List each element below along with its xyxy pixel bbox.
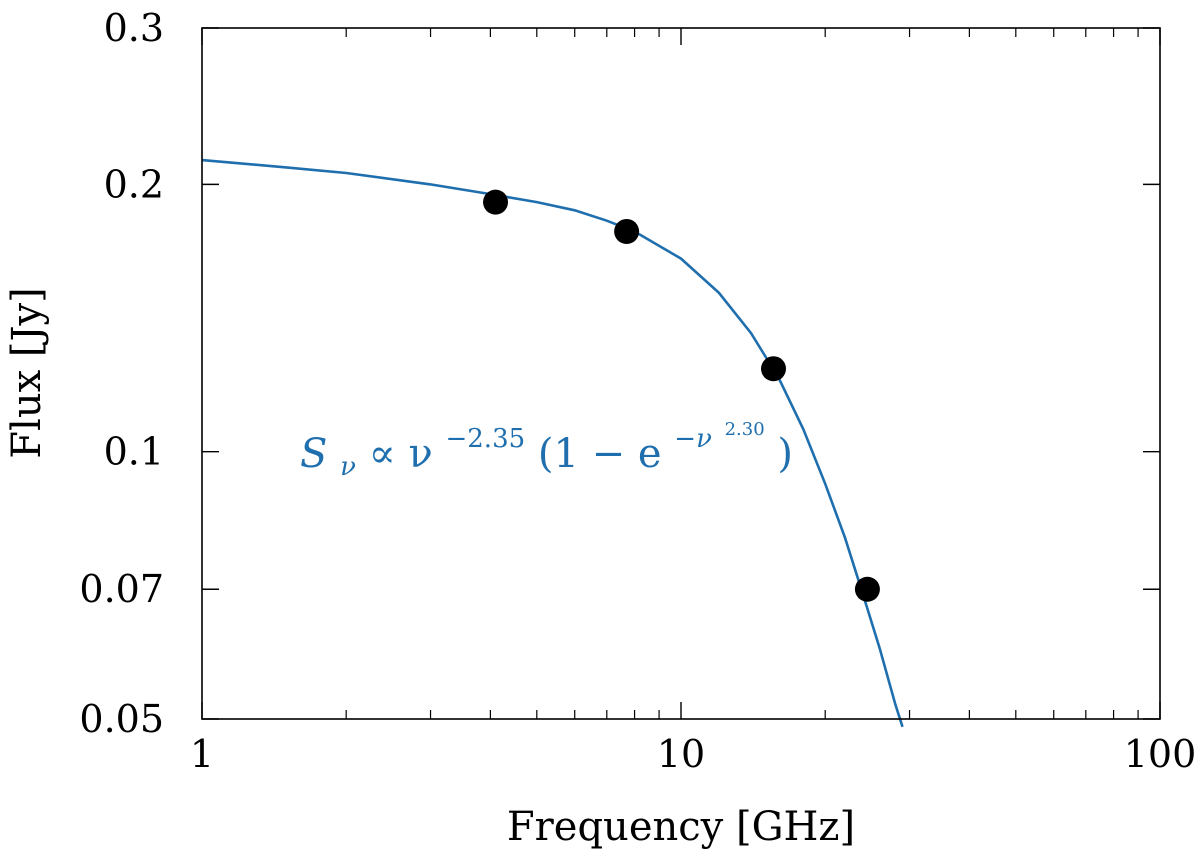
data-point [483, 189, 509, 215]
y-tick-label: 0.1 [104, 430, 164, 474]
data-points-layer [483, 189, 880, 602]
annotation-paren-close: ) [777, 431, 793, 477]
y-tick-label: 0.05 [79, 697, 164, 741]
y-tick-label: 0.07 [79, 567, 164, 611]
annotation-sup1: −2.35 [445, 424, 525, 454]
y-tick-label: 0.2 [104, 162, 164, 206]
plot-frame [201, 27, 1161, 720]
axis-ticks [201, 27, 1161, 720]
annotation-sup3: 2.30 [725, 419, 765, 440]
annotation-mid: ∝ ν [369, 431, 433, 477]
tick-labels: 1 10 100 0.05 0.07 0.1 0.2 0.3 [79, 6, 1196, 776]
annotation-sup2: −ν [674, 424, 712, 454]
fit-annotation: S ν ∝ ν −2.35 (1 − e −ν 2.30 ) [300, 399, 793, 485]
x-axis-title: Frequency [GHz] [507, 804, 855, 850]
annotation-s: S [300, 431, 327, 477]
annotation-paren-open: (1 − e [538, 431, 662, 477]
x-tick-label: 100 [1124, 732, 1197, 776]
y-axis-title: Flux [Jy] [4, 287, 50, 458]
data-point [614, 218, 640, 244]
x-tick-label: 10 [657, 732, 705, 776]
data-point [761, 356, 787, 382]
annotation-sub: ν [340, 452, 356, 482]
data-point [854, 576, 880, 602]
y-tick-label: 0.3 [104, 6, 164, 50]
x-tick-label: 1 [190, 732, 214, 776]
